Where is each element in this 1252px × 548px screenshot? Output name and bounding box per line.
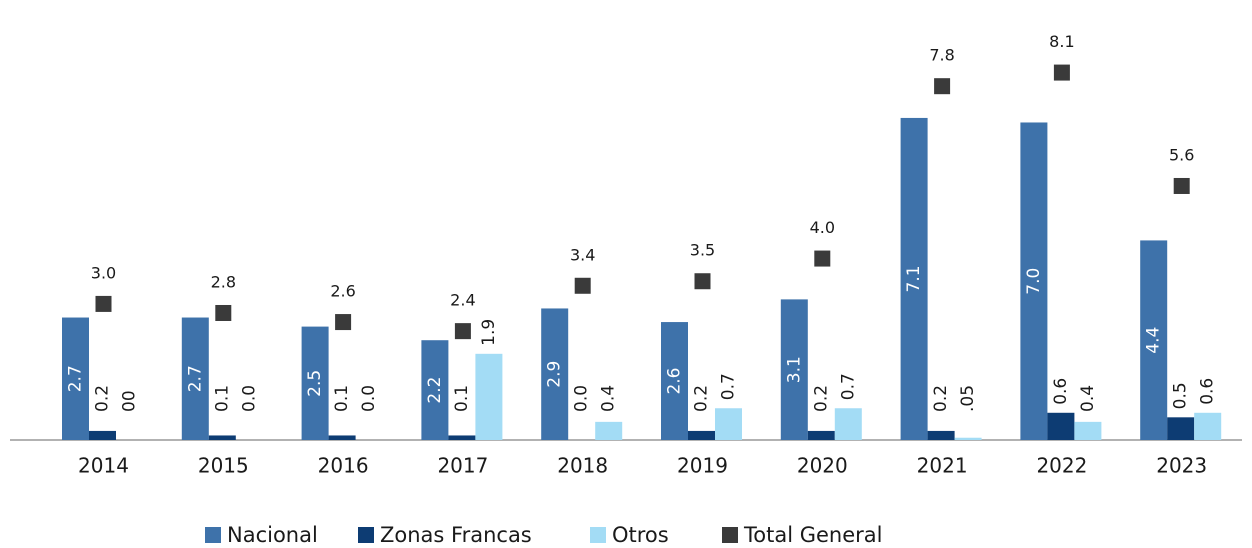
x-tick-label: 2018 [557,454,608,478]
bar [448,435,476,440]
bar [900,117,928,440]
total-label: 5.6 [1169,145,1194,164]
bar-label: 0.7 [719,373,739,400]
bar-label: 2.7 [185,365,205,392]
legend-label: Otros [612,523,669,547]
bar-label: 2.5 [305,370,325,397]
bar-label: 3.1 [784,356,804,383]
legend-swatch [205,527,221,543]
bar-label: 2.6 [665,368,685,395]
x-tick-label: 2015 [198,454,249,478]
total-label: 7.8 [929,46,954,65]
bar [89,430,116,440]
bar-label: 0.4 [599,385,619,412]
bar-label: 0.0 [359,385,379,412]
bar [208,435,236,440]
bar [1167,417,1195,440]
bar-label: .05 [958,385,978,412]
total-marker [1053,64,1070,81]
bar-label: 0.2 [692,385,712,412]
bar [541,308,569,440]
bar [1140,240,1168,440]
total-marker [934,78,951,95]
total-label: 3.0 [91,263,116,282]
bar-label: 0.1 [212,385,232,412]
bar [328,435,356,440]
legend-swatch [722,527,738,543]
total-marker [814,250,831,267]
bar-label: 0.7 [838,373,858,400]
bar-label: 0.1 [452,385,472,412]
x-tick-label: 2020 [797,454,848,478]
bar-label: 1.9 [479,319,499,346]
bar-label: 0.2 [811,385,831,412]
bar-label: 0.0 [239,385,259,412]
bar [301,326,329,440]
bar-label: 0.6 [1051,378,1071,405]
bar-label: 2.7 [66,365,86,392]
bar [421,340,449,440]
bar [834,408,862,440]
bar-label: 0.1 [332,385,352,412]
bar [1047,412,1075,440]
bar-label: 0.0 [572,385,592,412]
bar [1020,122,1048,440]
bar [595,421,623,440]
bar [181,317,209,440]
total-label: 2.6 [330,282,355,301]
bar [1074,421,1102,440]
bar-label: 0.2 [93,385,113,412]
x-tick-label: 2023 [1156,454,1207,478]
bar-label: 00 [120,390,140,412]
bar-label: 0.6 [1198,378,1218,405]
bar-label: 2.2 [425,377,445,404]
legend-swatch [590,527,606,543]
bar [62,317,89,440]
x-tick-label: 2021 [917,454,968,478]
bar [927,430,955,440]
total-marker [694,273,711,290]
total-label: 2.8 [211,272,236,291]
total-label: 2.4 [450,291,475,310]
bar-label: 2.9 [545,361,565,388]
x-tick-label: 2016 [318,454,369,478]
bar-label: 7.1 [904,265,924,292]
bar-label: 7.0 [1024,268,1044,295]
total-marker [335,314,352,331]
bar [475,353,503,440]
total-marker [215,304,232,321]
legend-swatch [358,527,374,543]
x-tick-label: 2014 [78,454,129,478]
total-marker [574,277,591,294]
bar [661,322,688,440]
bar-label: 0.5 [1171,382,1191,409]
bar-label: 0.2 [931,385,951,412]
total-label: 3.4 [570,245,595,264]
total-marker [95,295,112,312]
total-label: 8.1 [1049,32,1074,51]
legend-label: Zonas Francas [380,523,532,547]
bar [780,299,808,440]
legend-label: Total General [743,523,882,547]
total-label: 3.5 [690,241,715,260]
bar-label: 4.4 [1144,327,1164,354]
total-marker [454,323,471,340]
total-label: 4.0 [810,218,835,237]
bar-label: 0.4 [1078,385,1098,412]
x-tick-label: 2017 [437,454,488,478]
bar [954,437,982,440]
x-tick-label: 2022 [1036,454,1087,478]
x-tick-label: 2019 [677,454,728,478]
total-marker [1173,177,1190,194]
legend-label: Nacional [227,523,318,547]
bar [807,430,835,440]
bar [1194,412,1222,440]
bar [715,408,742,440]
bar [688,430,715,440]
